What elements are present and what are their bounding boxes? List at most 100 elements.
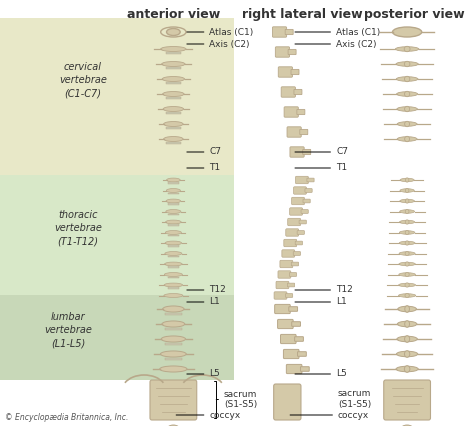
- Bar: [165, 141, 181, 144]
- FancyBboxPatch shape: [281, 334, 296, 344]
- FancyBboxPatch shape: [150, 380, 197, 420]
- Ellipse shape: [397, 122, 417, 126]
- Text: C7: C7: [187, 147, 221, 156]
- Ellipse shape: [400, 220, 415, 224]
- FancyBboxPatch shape: [276, 281, 289, 289]
- Ellipse shape: [161, 351, 186, 357]
- Bar: [164, 343, 182, 345]
- Ellipse shape: [398, 306, 417, 312]
- FancyBboxPatch shape: [288, 49, 296, 55]
- Ellipse shape: [165, 220, 181, 224]
- FancyBboxPatch shape: [278, 320, 293, 328]
- Ellipse shape: [165, 241, 182, 245]
- FancyBboxPatch shape: [303, 150, 310, 155]
- Ellipse shape: [166, 425, 180, 426]
- Bar: [167, 266, 179, 268]
- Ellipse shape: [405, 188, 409, 193]
- Text: thoracic
vertebrae
(T1-T12): thoracic vertebrae (T1-T12): [54, 210, 102, 246]
- Bar: [164, 313, 182, 314]
- FancyBboxPatch shape: [295, 176, 309, 184]
- FancyBboxPatch shape: [300, 130, 308, 135]
- Bar: [0, 18, 234, 175]
- Ellipse shape: [405, 321, 410, 327]
- Text: lumbar
vertebrae
(L1-L5): lumbar vertebrae (L1-L5): [44, 312, 92, 348]
- Ellipse shape: [397, 137, 417, 141]
- FancyBboxPatch shape: [295, 337, 303, 341]
- FancyBboxPatch shape: [295, 241, 302, 245]
- Ellipse shape: [396, 366, 418, 372]
- Text: T1: T1: [187, 164, 220, 173]
- Text: T12: T12: [295, 285, 353, 294]
- Ellipse shape: [396, 351, 418, 357]
- Ellipse shape: [165, 230, 182, 234]
- FancyBboxPatch shape: [274, 292, 287, 299]
- Ellipse shape: [405, 210, 409, 213]
- Bar: [167, 245, 179, 247]
- FancyBboxPatch shape: [273, 27, 287, 37]
- Bar: [165, 97, 181, 98]
- Bar: [167, 182, 179, 184]
- Ellipse shape: [399, 252, 415, 255]
- FancyBboxPatch shape: [283, 349, 299, 359]
- Ellipse shape: [164, 136, 183, 141]
- Ellipse shape: [164, 262, 182, 266]
- Text: right lateral view: right lateral view: [242, 8, 362, 21]
- Ellipse shape: [161, 46, 186, 52]
- Text: anterior view: anterior view: [127, 8, 220, 21]
- FancyBboxPatch shape: [287, 127, 301, 137]
- Ellipse shape: [399, 283, 416, 287]
- Ellipse shape: [164, 273, 182, 276]
- Ellipse shape: [166, 189, 181, 193]
- FancyBboxPatch shape: [286, 364, 302, 374]
- Ellipse shape: [405, 220, 409, 224]
- FancyBboxPatch shape: [384, 380, 430, 420]
- Bar: [0, 175, 234, 295]
- Ellipse shape: [405, 230, 409, 235]
- Ellipse shape: [404, 76, 410, 82]
- Bar: [167, 276, 179, 278]
- Text: © Encyclopædia Britannica, Inc.: © Encyclopædia Britannica, Inc.: [5, 413, 128, 422]
- Ellipse shape: [400, 231, 415, 234]
- FancyBboxPatch shape: [274, 305, 290, 314]
- Ellipse shape: [405, 336, 410, 343]
- FancyBboxPatch shape: [284, 239, 297, 247]
- Text: cervical
vertebrae
(C1-C7): cervical vertebrae (C1-C7): [59, 62, 107, 98]
- FancyBboxPatch shape: [293, 187, 306, 194]
- Ellipse shape: [399, 262, 415, 266]
- Ellipse shape: [397, 336, 417, 342]
- FancyBboxPatch shape: [275, 47, 290, 57]
- FancyBboxPatch shape: [305, 189, 312, 193]
- Ellipse shape: [161, 336, 185, 342]
- Bar: [167, 193, 179, 194]
- Ellipse shape: [405, 306, 410, 312]
- Ellipse shape: [404, 351, 410, 357]
- Bar: [0, 295, 234, 380]
- FancyBboxPatch shape: [280, 260, 293, 268]
- Ellipse shape: [162, 77, 184, 81]
- FancyBboxPatch shape: [278, 67, 292, 77]
- Ellipse shape: [164, 294, 183, 297]
- Text: Atlas (C1): Atlas (C1): [187, 28, 254, 37]
- Bar: [165, 66, 181, 69]
- FancyBboxPatch shape: [281, 87, 295, 97]
- Text: T12: T12: [187, 285, 226, 294]
- FancyBboxPatch shape: [278, 271, 291, 278]
- Ellipse shape: [399, 273, 415, 276]
- Text: sacrum
(S1-S5): sacrum (S1-S5): [338, 389, 371, 409]
- FancyBboxPatch shape: [297, 230, 304, 234]
- Ellipse shape: [166, 210, 181, 213]
- FancyBboxPatch shape: [293, 252, 301, 255]
- Ellipse shape: [166, 29, 180, 35]
- Text: sacrum
(S1-S5): sacrum (S1-S5): [214, 381, 257, 417]
- FancyBboxPatch shape: [291, 69, 299, 75]
- FancyBboxPatch shape: [292, 322, 301, 326]
- Text: coccyx: coccyx: [290, 411, 369, 420]
- Bar: [167, 213, 179, 215]
- Text: Axis (C2): Axis (C2): [295, 40, 376, 49]
- Ellipse shape: [405, 251, 409, 256]
- Ellipse shape: [162, 61, 185, 66]
- Text: T1: T1: [295, 164, 347, 173]
- Text: L5: L5: [187, 369, 220, 378]
- FancyBboxPatch shape: [297, 109, 305, 115]
- Ellipse shape: [404, 91, 410, 97]
